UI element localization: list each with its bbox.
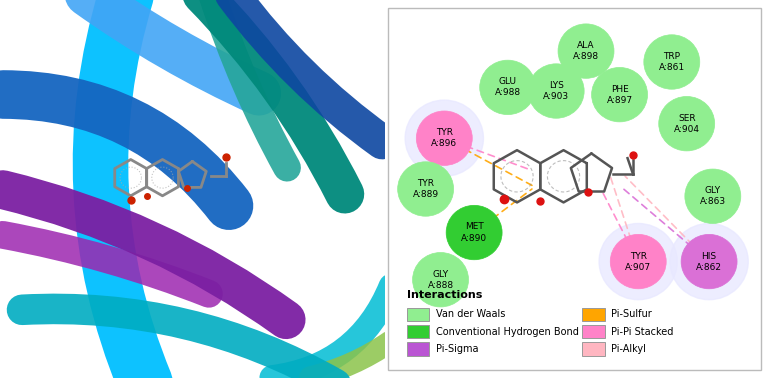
FancyBboxPatch shape	[582, 325, 604, 338]
FancyArrowPatch shape	[212, 0, 287, 168]
FancyArrowPatch shape	[3, 190, 286, 320]
Circle shape	[413, 253, 468, 307]
Text: Van der Waals: Van der Waals	[436, 309, 505, 319]
Circle shape	[398, 162, 454, 216]
Circle shape	[480, 60, 536, 115]
FancyArrowPatch shape	[101, 0, 145, 378]
Circle shape	[611, 234, 666, 289]
Circle shape	[681, 234, 737, 289]
Circle shape	[591, 67, 647, 122]
FancyBboxPatch shape	[407, 325, 429, 338]
FancyArrowPatch shape	[232, 0, 382, 142]
Circle shape	[528, 64, 584, 118]
FancyArrowPatch shape	[311, 342, 390, 377]
Text: TYR
A:889: TYR A:889	[413, 179, 438, 199]
Text: MET
A:890: MET A:890	[461, 223, 488, 243]
Circle shape	[644, 35, 700, 89]
Circle shape	[685, 169, 741, 223]
Circle shape	[446, 205, 502, 260]
Text: LYS
A:903: LYS A:903	[543, 81, 569, 101]
Circle shape	[659, 96, 714, 151]
FancyArrowPatch shape	[22, 309, 336, 378]
Text: TYR
A:896: TYR A:896	[431, 128, 458, 148]
Text: Pi-Alkyl: Pi-Alkyl	[611, 344, 646, 354]
Circle shape	[599, 223, 677, 300]
Text: ALA
A:898: ALA A:898	[573, 41, 599, 61]
Text: Pi-Sigma: Pi-Sigma	[436, 344, 478, 354]
Text: GLU
A:988: GLU A:988	[494, 77, 521, 98]
FancyBboxPatch shape	[582, 342, 604, 356]
Text: GLY
A:888: GLY A:888	[428, 270, 454, 290]
Text: SER
A:904: SER A:904	[674, 114, 700, 134]
FancyBboxPatch shape	[407, 342, 429, 356]
Text: Conventional Hydrogen Bond: Conventional Hydrogen Bond	[436, 327, 579, 337]
FancyBboxPatch shape	[582, 308, 604, 321]
Circle shape	[405, 100, 484, 176]
Text: Pi-Pi Stacked: Pi-Pi Stacked	[611, 327, 674, 337]
Circle shape	[670, 223, 748, 300]
Text: HIS
A:862: HIS A:862	[696, 251, 722, 272]
Circle shape	[558, 24, 614, 78]
Text: Pi-Sulfur: Pi-Sulfur	[611, 309, 652, 319]
Text: TYR
A:907: TYR A:907	[625, 251, 651, 272]
Text: GLY
A:863: GLY A:863	[700, 186, 726, 206]
Text: Interactions: Interactions	[407, 290, 482, 300]
FancyArrowPatch shape	[202, 0, 345, 194]
Text: PHE
A:897: PHE A:897	[607, 85, 633, 105]
Circle shape	[416, 111, 472, 166]
FancyArrowPatch shape	[3, 94, 229, 206]
FancyArrowPatch shape	[272, 286, 391, 378]
FancyArrowPatch shape	[87, 0, 259, 93]
Text: TRP
A:861: TRP A:861	[659, 52, 685, 72]
FancyBboxPatch shape	[407, 308, 429, 321]
FancyArrowPatch shape	[3, 235, 209, 294]
